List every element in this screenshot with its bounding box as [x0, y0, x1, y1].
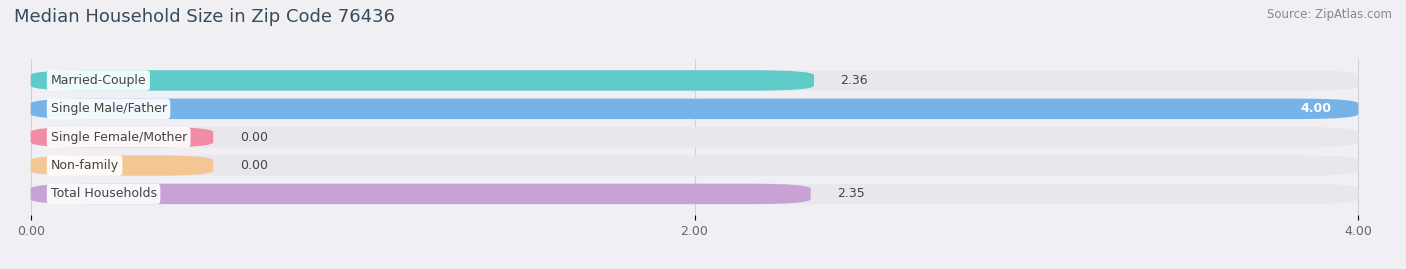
FancyBboxPatch shape: [31, 155, 214, 176]
Text: 2.35: 2.35: [837, 187, 865, 200]
FancyBboxPatch shape: [31, 70, 814, 91]
Text: Non-family: Non-family: [51, 159, 118, 172]
FancyBboxPatch shape: [31, 155, 1358, 176]
Text: 0.00: 0.00: [240, 159, 267, 172]
Text: 4.00: 4.00: [1301, 102, 1331, 115]
Text: Single Female/Mother: Single Female/Mother: [51, 131, 187, 144]
Text: 0.00: 0.00: [240, 131, 267, 144]
FancyBboxPatch shape: [31, 127, 214, 147]
Text: Married-Couple: Married-Couple: [51, 74, 146, 87]
FancyBboxPatch shape: [31, 127, 1358, 147]
Text: Total Households: Total Households: [51, 187, 156, 200]
Text: Single Male/Father: Single Male/Father: [51, 102, 166, 115]
FancyBboxPatch shape: [31, 99, 1358, 119]
Text: 2.36: 2.36: [841, 74, 868, 87]
Text: Source: ZipAtlas.com: Source: ZipAtlas.com: [1267, 8, 1392, 21]
FancyBboxPatch shape: [31, 184, 1358, 204]
Text: Median Household Size in Zip Code 76436: Median Household Size in Zip Code 76436: [14, 8, 395, 26]
FancyBboxPatch shape: [31, 99, 1358, 119]
FancyBboxPatch shape: [31, 184, 811, 204]
FancyBboxPatch shape: [31, 70, 1358, 91]
